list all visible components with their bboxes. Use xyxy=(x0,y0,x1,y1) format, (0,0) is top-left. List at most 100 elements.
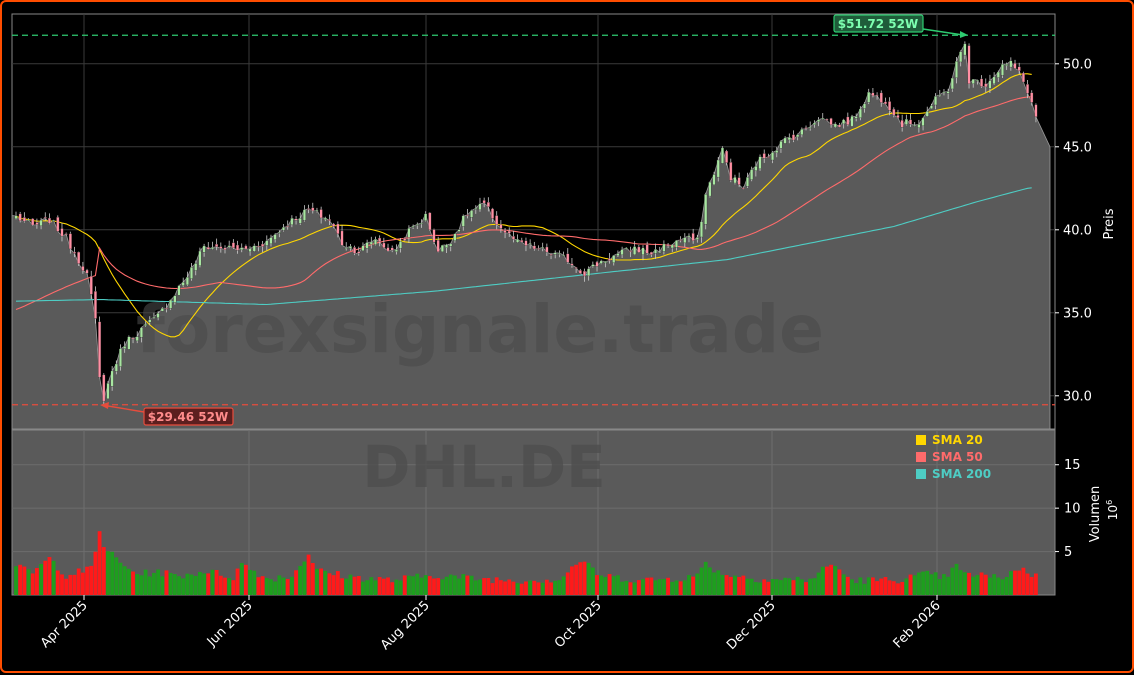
volume-bar xyxy=(478,579,482,595)
volume-bar xyxy=(465,575,470,595)
volume-bar xyxy=(110,551,115,595)
candle xyxy=(424,211,428,222)
candle-body xyxy=(252,245,256,252)
candle-body xyxy=(599,260,603,264)
volume-bar xyxy=(578,562,583,595)
candle xyxy=(89,270,93,300)
candle-body xyxy=(282,227,285,231)
sma-50-line xyxy=(15,96,1032,311)
candle-body xyxy=(821,118,825,120)
candle xyxy=(984,78,988,93)
candle xyxy=(432,228,436,245)
candle-body xyxy=(432,229,436,243)
candle xyxy=(453,233,457,243)
candle-body xyxy=(520,240,524,243)
candle-body xyxy=(963,43,967,56)
candle xyxy=(608,253,612,264)
candle-body xyxy=(93,291,97,319)
candle-body xyxy=(449,243,453,247)
candle xyxy=(808,121,812,131)
volume-bar xyxy=(570,566,574,595)
candle xyxy=(925,106,929,117)
candle xyxy=(729,158,733,183)
candle-body xyxy=(219,246,223,249)
candle xyxy=(119,344,122,371)
candle xyxy=(562,251,566,257)
candle-body xyxy=(474,208,478,210)
volume-bar xyxy=(126,568,131,595)
candle xyxy=(779,140,783,153)
candle-body xyxy=(938,94,942,96)
volume-bar xyxy=(231,580,236,595)
candle-body xyxy=(917,124,921,128)
candle-body xyxy=(603,261,607,264)
candle xyxy=(892,107,896,118)
candle-body xyxy=(156,313,160,318)
candle-body xyxy=(102,374,106,402)
volume-bar xyxy=(294,570,298,595)
volume-bar xyxy=(837,569,842,595)
candle-body xyxy=(1034,104,1038,117)
candle xyxy=(169,299,173,311)
candle xyxy=(206,242,210,250)
candle xyxy=(1021,71,1025,83)
candle xyxy=(202,243,206,257)
volume-bar xyxy=(97,531,102,595)
volume-bar xyxy=(678,581,683,595)
candle xyxy=(1009,57,1013,71)
x-tick-label: Aug 2025 xyxy=(378,598,433,653)
volume-bar xyxy=(386,577,390,595)
ticker-watermark: DHL.DE xyxy=(362,433,605,501)
volume-bar xyxy=(214,569,219,595)
candle-body xyxy=(934,96,938,106)
candle-body xyxy=(1005,64,1009,66)
candle-body xyxy=(1030,92,1034,103)
candle-body xyxy=(854,116,858,119)
candle xyxy=(879,90,883,107)
candle xyxy=(223,245,227,254)
volume-bar xyxy=(674,580,679,595)
candle-body xyxy=(139,327,143,338)
volume-bar xyxy=(582,561,587,595)
volume-bar xyxy=(871,577,875,595)
volume-bar xyxy=(423,575,428,595)
candle-body xyxy=(913,125,917,127)
candle-body xyxy=(992,76,996,84)
volume-bar xyxy=(616,575,620,595)
candle xyxy=(633,241,637,256)
volume-bar xyxy=(394,579,399,595)
candle-body xyxy=(909,119,912,125)
volume-bar xyxy=(486,577,491,595)
volume-bar xyxy=(662,579,666,595)
candle xyxy=(929,103,933,109)
volume-bar xyxy=(599,575,604,595)
candle xyxy=(583,268,586,282)
candle xyxy=(871,88,875,98)
candle xyxy=(85,268,89,275)
candle xyxy=(904,114,908,126)
candle xyxy=(658,246,662,254)
volume-tick-label: 5 xyxy=(1064,545,1072,560)
volume-bar xyxy=(1004,576,1009,595)
volume-bar xyxy=(440,579,445,595)
volume-bar xyxy=(239,563,244,595)
candle-body xyxy=(570,263,574,266)
candle-body xyxy=(181,282,185,286)
volume-bar xyxy=(457,578,461,595)
volume-bar xyxy=(398,580,403,595)
candle-body xyxy=(900,120,904,128)
candle xyxy=(980,75,984,88)
volume-bar xyxy=(762,579,767,595)
legend-label: SMA 200 xyxy=(932,467,991,481)
candle xyxy=(420,219,423,228)
volume-bar xyxy=(691,576,696,595)
candle-body xyxy=(394,249,398,253)
candle xyxy=(290,215,294,228)
volume-bar xyxy=(114,557,119,595)
volume-bar xyxy=(657,579,662,595)
candle-body xyxy=(712,174,716,185)
candle xyxy=(93,286,97,324)
volume-bar xyxy=(850,579,854,595)
candle-body xyxy=(833,123,837,128)
volume-bar xyxy=(845,576,850,595)
